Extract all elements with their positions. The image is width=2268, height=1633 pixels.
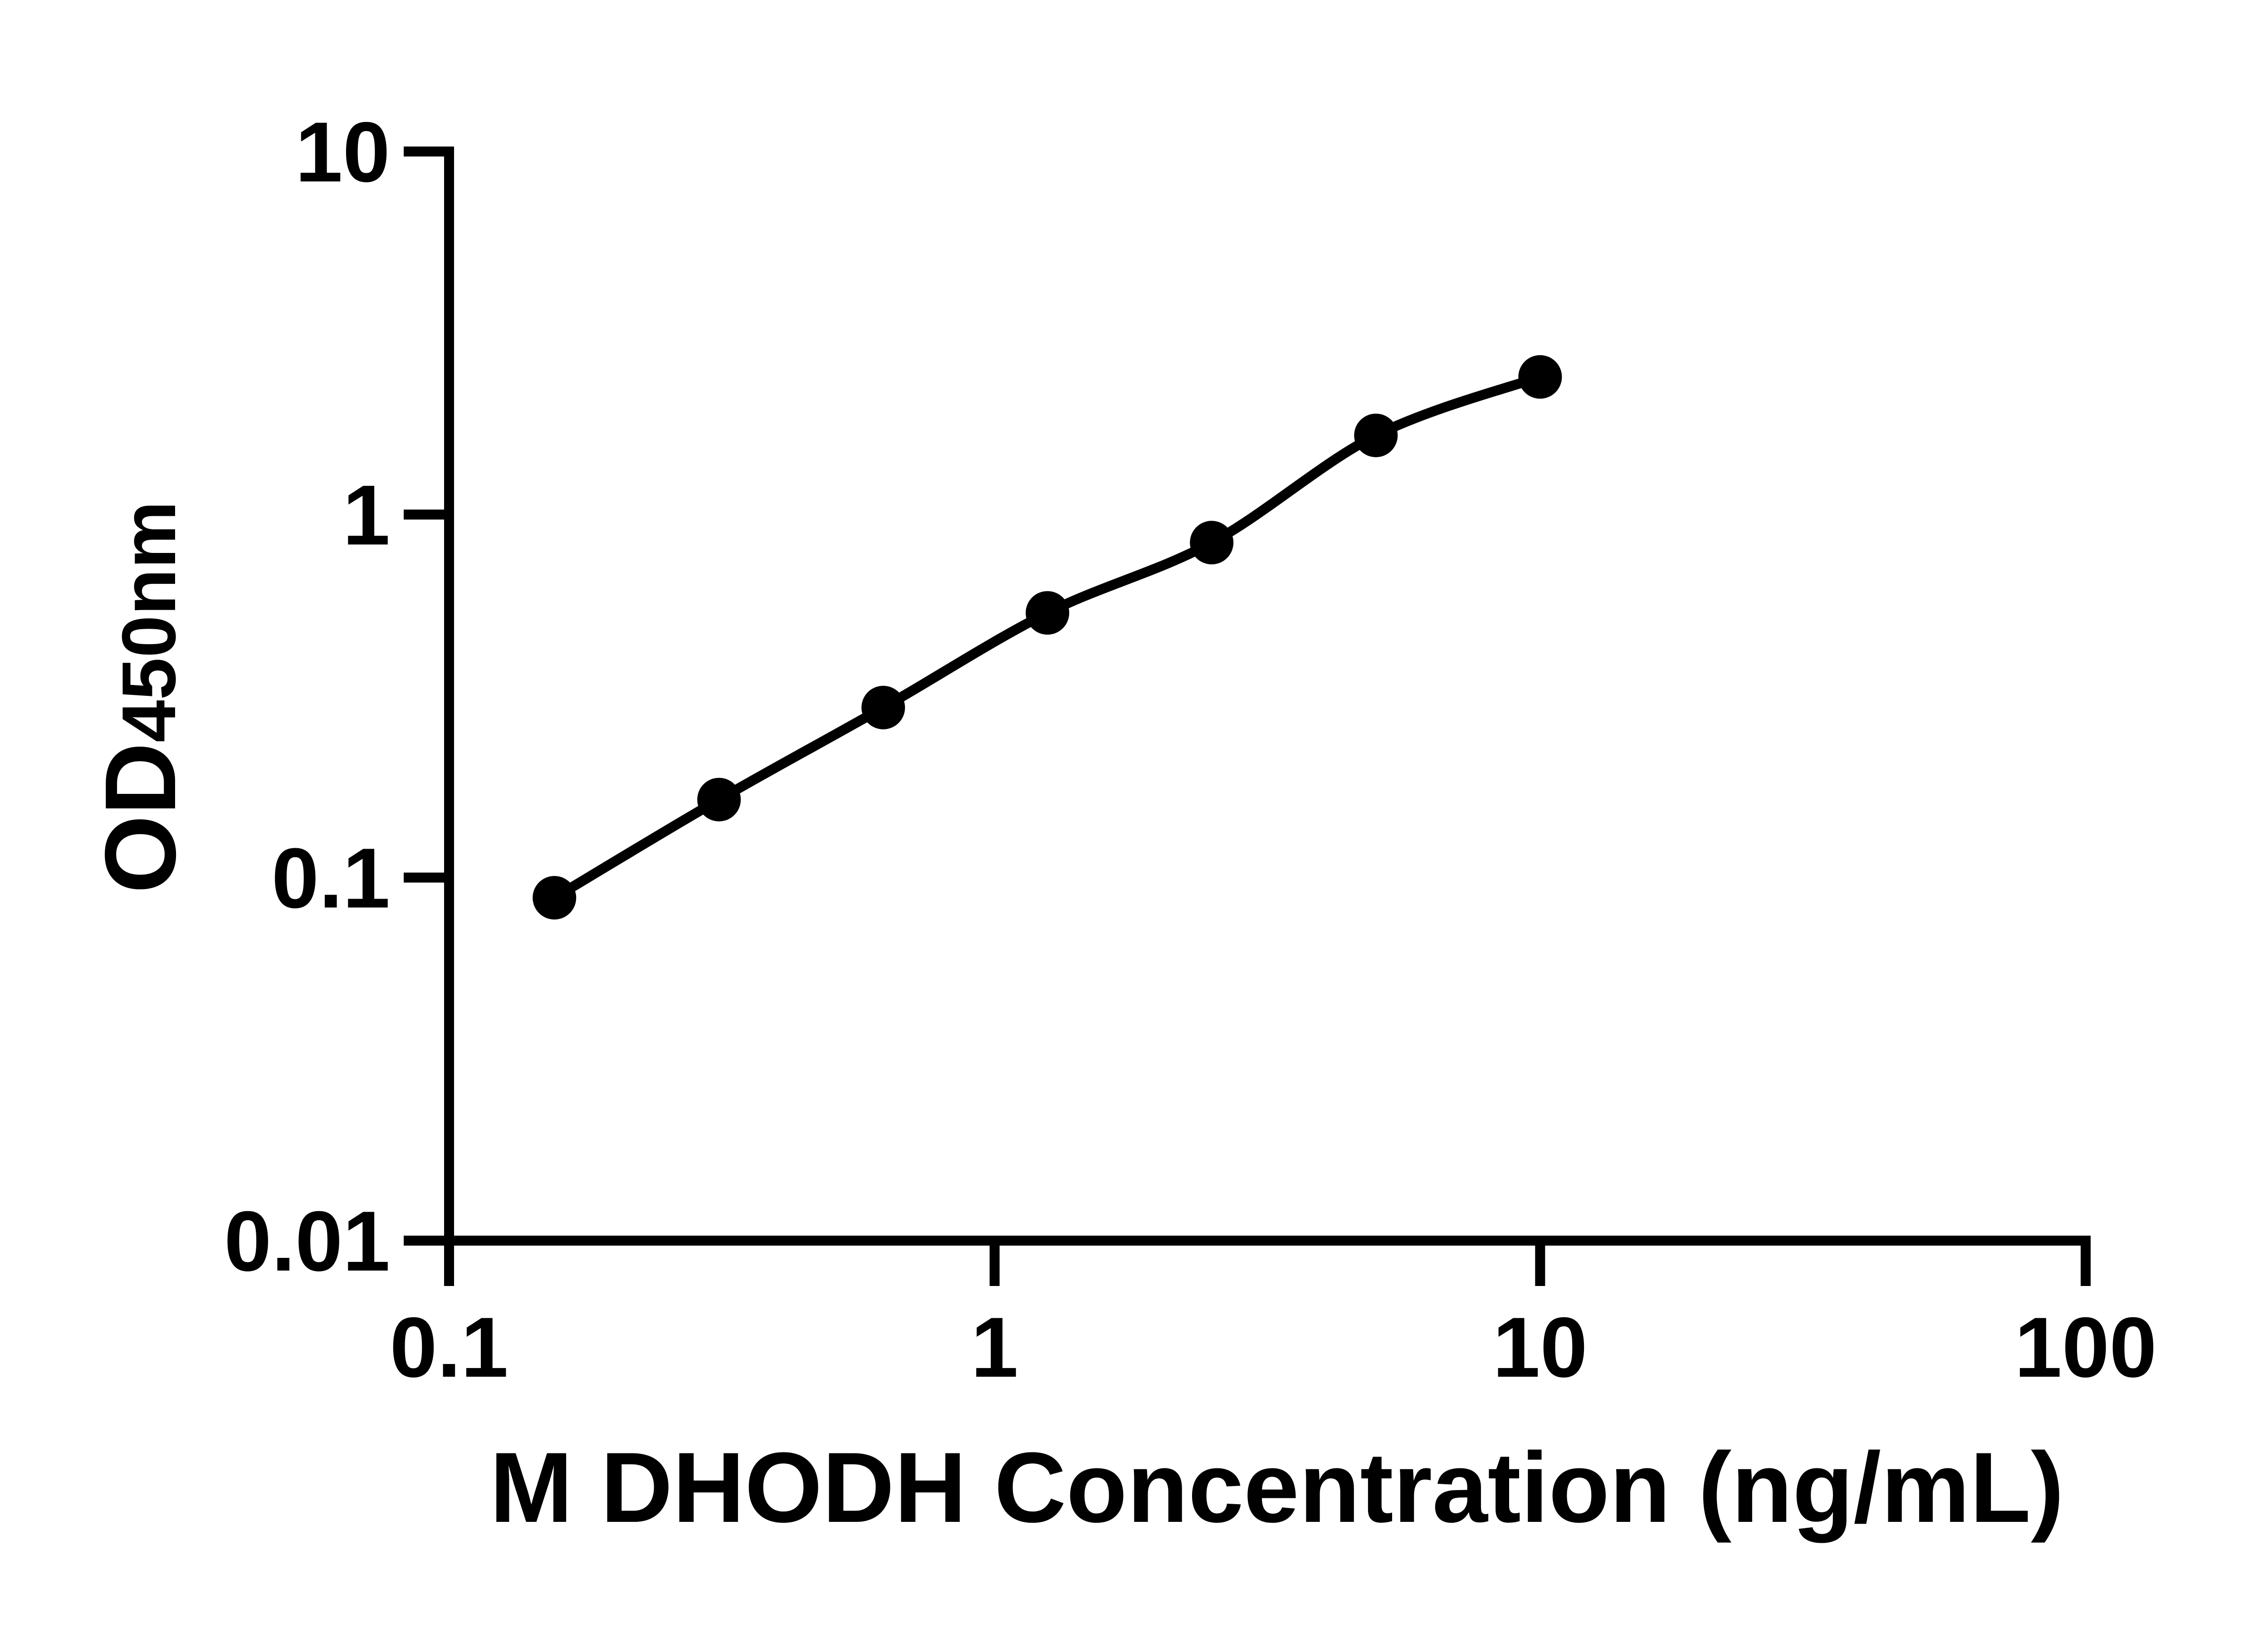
x-tick-label: 10 [1493, 1300, 1588, 1395]
y-axis-title-main: OD [84, 743, 197, 894]
x-tick-label: 0.1 [390, 1300, 508, 1395]
data-point [1354, 413, 1398, 457]
y-axis-title: OD450nm [84, 501, 197, 893]
data-series [533, 355, 1562, 920]
y-tick-label: 10 [295, 104, 390, 200]
x-tick-label: 100 [2014, 1300, 2157, 1395]
x-axis-ticks: 0.1 1 10 100 [390, 1241, 2157, 1395]
data-point [1026, 591, 1070, 635]
y-axis-ticks: 10 1 0.1 0.01 [224, 104, 449, 1289]
y-tick-label: 0.01 [224, 1193, 390, 1289]
y-axis-title-subscript: 450nm [106, 501, 191, 742]
fit-curve [549, 372, 1545, 903]
y-tick-label: 1 [342, 467, 390, 562]
y-tick-label: 0.1 [272, 831, 390, 926]
data-point [697, 777, 741, 821]
data-point [1190, 521, 1234, 565]
axis-frame [444, 147, 2091, 1246]
data-point [1518, 355, 1562, 399]
x-tick-label: 1 [971, 1300, 1018, 1395]
data-point [533, 876, 577, 920]
plot-axes [444, 147, 2091, 1246]
data-point [861, 685, 905, 729]
x-axis-title: M DHODH Concentration (ng/mL) [490, 1432, 2064, 1543]
